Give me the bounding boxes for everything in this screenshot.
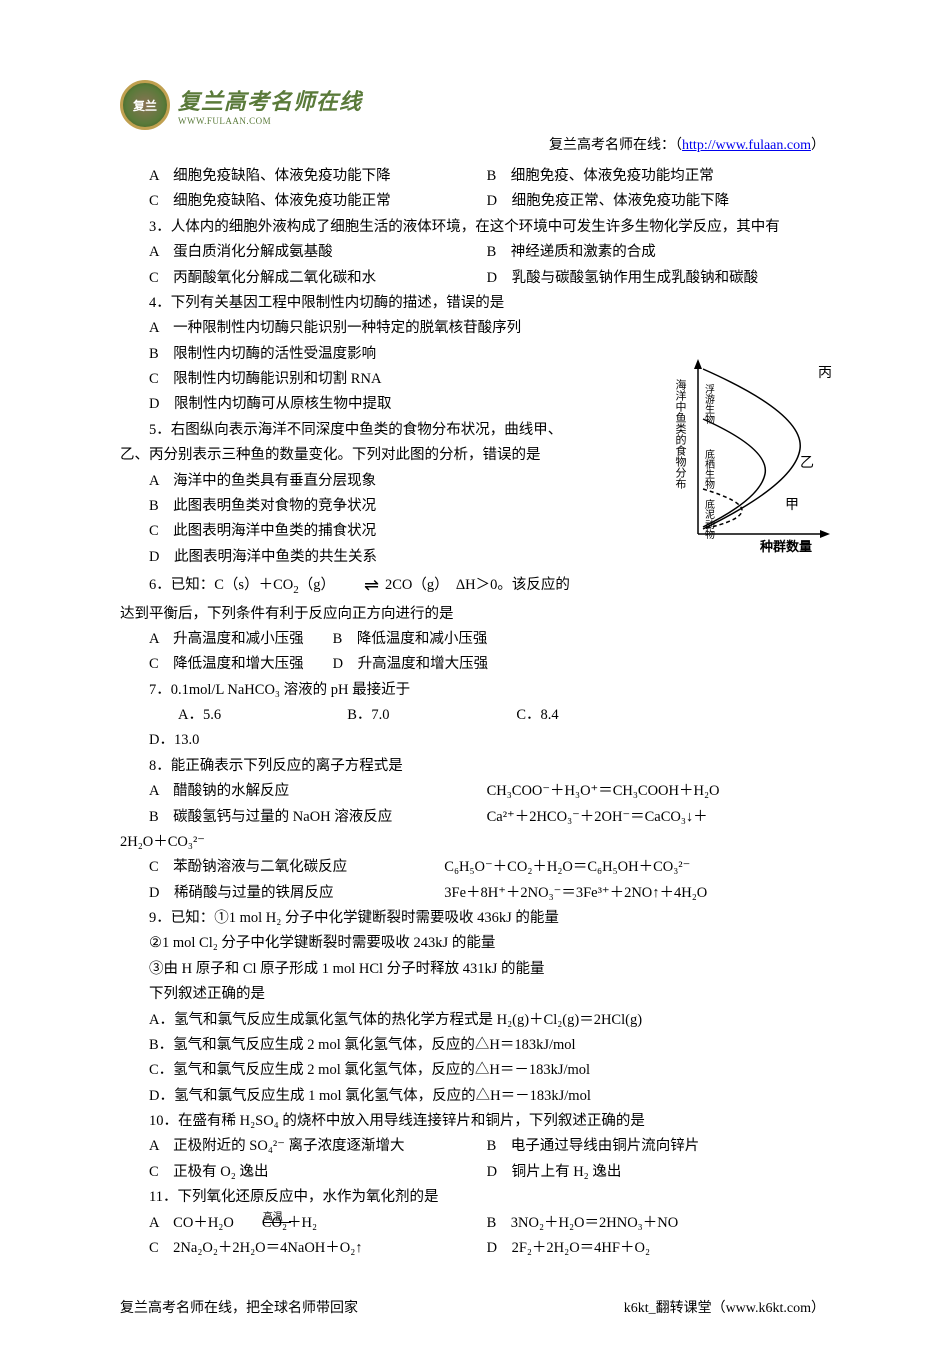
header-link[interactable]: http://www.fulaan.com bbox=[682, 138, 811, 153]
q3-stem: 3．人体内的细胞外液构成了细胞生活的液体环境，在这个环境中可发生许多生物化学反应… bbox=[120, 215, 825, 240]
q8-b-desc: B 碳酸氢钙与过量的 NaOH 溶液反应 bbox=[120, 805, 487, 830]
q8-d-eq: 3Fe＋8H⁺＋2NO₃⁻＝3Fe³⁺＋2NO↑＋4H₂O bbox=[444, 881, 825, 906]
q11-stem: 11．下列氧化还原反应中，水作为氧化剂的是 bbox=[120, 1185, 825, 1210]
q2-option-a: A 细胞免疫缺陷、体液免疫功能下降 bbox=[120, 164, 487, 189]
q11-option-c: C 2Na₂O₂＋2H₂O＝4NaOH＋O₂↑ bbox=[120, 1236, 487, 1261]
q6-option-a: A 升高温度和减小压强 bbox=[149, 631, 304, 647]
q2-option-c: C 细胞免疫缺陷、体液免疫功能正常 bbox=[120, 189, 487, 214]
q9-option-b: B．氢气和氯气反应生成 2 mol 氯化氢气体，反应的△H＝183kJ/mol bbox=[120, 1033, 825, 1058]
curve-label-a: 甲 bbox=[785, 498, 799, 513]
header-prefix: 复兰高考名师在线：（ bbox=[549, 138, 682, 153]
header-suffix: ） bbox=[811, 138, 825, 153]
q7-stem: 7．0.1mol/L NaHCO₃ 溶液的 pH 最接近于 bbox=[120, 678, 825, 703]
footer-left: 复兰高考名师在线，把全球名师带回家 bbox=[120, 1297, 358, 1317]
q3-row-ab: A 蛋白质消化分解成氨基酸 B 神经递质和激素的合成 bbox=[120, 240, 825, 265]
q9-stem-2: ②1 mol Cl₂ 分子中化学键断裂时需要吸收 243kJ 的能量 bbox=[120, 931, 825, 956]
q11-option-d: D 2F₂＋2H₂O＝4HF＋O₂ bbox=[487, 1236, 825, 1261]
q7-option-b: B．7.0 bbox=[318, 703, 487, 728]
q6-option-c: C 降低温度和增大压强 bbox=[149, 656, 304, 672]
q11-a-pre: A CO＋H₂O bbox=[149, 1215, 234, 1231]
footer-right: k6kt_翻转课堂（www.k6kt.com） bbox=[624, 1297, 825, 1317]
brand-text: 复兰高考名师在线 WWW.FULAAN.COM bbox=[178, 84, 362, 126]
q6-s1-mid: （g） bbox=[299, 577, 335, 593]
page-footer: 复兰高考名师在线，把全球名师带回家 k6kt_翻转课堂（www.k6kt.com… bbox=[120, 1291, 825, 1317]
brand-header: 复兰高考名师在线 WWW.FULAAN.COM bbox=[120, 80, 825, 130]
q11-row-ab: A CO＋H₂O高温CO₂＋H₂ B 3NO₂＋H₂O＝2HNO₃＋NO bbox=[120, 1211, 825, 1236]
equilibrium-arrow-icon bbox=[335, 570, 385, 602]
q3-row-cd: C 丙酮酸氧化分解成二氧化碳和水 D 乳酸与碳酸氢钠作用生成乳酸钠和碳酸 bbox=[120, 266, 825, 291]
y-axis-label: 海洋中鱼类的食物分布 bbox=[674, 378, 687, 490]
q8-row-d: D 稀硝酸与过量的铁屑反应 3Fe＋8H⁺＋2NO₃⁻＝3Fe³⁺＋2NO↑＋4… bbox=[120, 881, 825, 906]
q10-option-b: B 电子通过导线由铜片流向锌片 bbox=[487, 1134, 825, 1159]
q8-c-desc: C 苯酚钠溶液与二氧化碳反应 bbox=[120, 855, 444, 880]
header-tagline: 复兰高考名师在线：（http://www.fulaan.com） bbox=[120, 134, 825, 154]
y-ann-3: 底泥动物 bbox=[703, 498, 715, 540]
q8-a-eq: CH₃COO⁻＋H₃O⁺＝CH₃COOH＋H₂O bbox=[487, 779, 825, 804]
q6-stem-1: 6．已知：C（s）＋CO2（g）2CO（g） ΔH＞0。该反应的 bbox=[120, 570, 825, 602]
q11-option-b: B 3NO₂＋H₂O＝2HNO₃＋NO bbox=[487, 1211, 825, 1236]
q7-option-c: C．8.4 bbox=[487, 703, 656, 728]
q8-b-eq-2: 2H₂O＋CO₃²⁻ bbox=[120, 830, 825, 855]
brand-logo-icon bbox=[120, 80, 170, 130]
q7-option-a: A．5.6 bbox=[149, 703, 318, 728]
q10-row-ab: A 正极附近的 SO₄²⁻ 离子浓度逐渐增大 B 电子通过导线由铜片流向锌片 bbox=[120, 1134, 825, 1159]
q7-options: A．5.6B．7.0C．8.4 D．13.0 bbox=[120, 703, 825, 754]
q3-option-c: C 丙酮酸氧化分解成二氧化碳和水 bbox=[120, 266, 487, 291]
q9-stem-1: 9．已知：①1 mol H₂ 分子中化学键断裂时需要吸收 436kJ 的能量 bbox=[120, 906, 825, 931]
q2-row-cd: C 细胞免疫缺陷、体液免疫功能正常 D 细胞免疫正常、体液免疫功能下降 bbox=[120, 189, 825, 214]
q11-row-cd: C 2Na₂O₂＋2H₂O＝4NaOH＋O₂↑ D 2F₂＋2H₂O＝4HF＋O… bbox=[120, 1236, 825, 1261]
q9-option-a: A．氢气和氯气反应生成氯化氢气体的热化学方程式是 H₂(g)＋Cl₂(g)＝2H… bbox=[120, 1008, 825, 1033]
brand-name: 复兰高考名师在线 bbox=[178, 84, 362, 116]
q10-option-c: C 正极有 O₂ 逸出 bbox=[120, 1160, 487, 1185]
curve-label-b: 乙 bbox=[800, 455, 814, 471]
q4-option-a: A 一种限制性内切酶只能识别一种特定的脱氧核苷酸序列 bbox=[120, 316, 825, 341]
document-content: 丙 乙 甲 海洋中鱼类的食物分布 浮游生物 底栖生物 底泥动物 种群数量 A 细… bbox=[120, 164, 825, 1261]
q9-stem-4: 下列叙述正确的是 bbox=[120, 982, 825, 1007]
q8-c-eq: C₆H₅O⁻＋CO₂＋H₂O＝C₆H₅OH＋CO₃²⁻ bbox=[444, 855, 825, 880]
q7-option-d: D．13.0 bbox=[120, 728, 289, 753]
q9-option-d: D．氢气和氯气反应生成 1 mol 氯化氢气体，反应的△H＝－183kJ/mol bbox=[120, 1084, 825, 1109]
y-ann-1: 浮游生物 bbox=[703, 384, 715, 425]
q6-row-cd: C 降低温度和增大压强 D 升高温度和增大压强 bbox=[120, 652, 825, 677]
q8-a-desc: A 醋酸钠的水解反应 bbox=[120, 779, 487, 804]
page: 复兰高考名师在线 WWW.FULAAN.COM 复兰高考名师在线：（http:/… bbox=[0, 0, 945, 1357]
q8-row-b: B 碳酸氢钙与过量的 NaOH 溶液反应 Ca²⁺＋2HCO₃⁻＋2OH⁻＝Ca… bbox=[120, 805, 825, 830]
q6-row-ab: A 升高温度和减小压强 B 降低温度和减小压强 bbox=[120, 627, 825, 652]
q6-s1-pre: 6．已知：C（s）＋CO bbox=[149, 577, 293, 593]
q9-option-c: C．氢气和氯气反应生成 2 mol 氯化氢气体，反应的△H＝－183kJ/mol bbox=[120, 1058, 825, 1083]
q9-stem-3: ③由 H 原子和 Cl 原子形成 1 mol HCl 分子时释放 431kJ 的… bbox=[120, 957, 825, 982]
q6-stem-2: 达到平衡后，下列条件有利于反应向正方向进行的是 bbox=[120, 602, 825, 627]
q10-option-d: D 铜片上有 H₂ 逸出 bbox=[487, 1160, 825, 1185]
q8-row-a: A 醋酸钠的水解反应 CH₃COO⁻＋H₃O⁺＝CH₃COOH＋H₂O bbox=[120, 779, 825, 804]
q10-option-a: A 正极附近的 SO₄²⁻ 离子浓度逐渐增大 bbox=[120, 1134, 487, 1159]
q6-s1-post: 2CO（g） ΔH＞0。该反应的 bbox=[385, 577, 570, 593]
curve-label-c: 丙 bbox=[818, 366, 832, 381]
q3-option-d: D 乳酸与碳酸氢钠作用生成乳酸钠和碳酸 bbox=[487, 266, 825, 291]
q11-a-condition: 高温 bbox=[234, 1209, 262, 1227]
q2-option-d: D 细胞免疫正常、体液免疫功能下降 bbox=[487, 189, 825, 214]
q2-option-b: B 细胞免疫、体液免疫功能均正常 bbox=[487, 164, 825, 189]
q3-option-b: B 神经递质和激素的合成 bbox=[487, 240, 825, 265]
y-ann-2: 底栖生物 bbox=[703, 448, 715, 490]
q10-row-cd: C 正极有 O₂ 逸出 D 铜片上有 H₂ 逸出 bbox=[120, 1160, 825, 1185]
q8-b-eq-1: Ca²⁺＋2HCO₃⁻＋2OH⁻＝CaCO₃↓＋ bbox=[487, 805, 825, 830]
q3-option-a: A 蛋白质消化分解成氨基酸 bbox=[120, 240, 487, 265]
q10-stem: 10．在盛有稀 H₂SO₄ 的烧杯中放入用导线连接锌片和铜片，下列叙述正确的是 bbox=[120, 1109, 825, 1134]
q6-option-d: D 升高温度和增大压强 bbox=[333, 656, 488, 672]
q8-row-c: C 苯酚钠溶液与二氧化碳反应 C₆H₅O⁻＋CO₂＋H₂O＝C₆H₅OH＋CO₃… bbox=[120, 855, 825, 880]
q4-stem: 4．下列有关基因工程中限制性内切酶的描述，错误的是 bbox=[120, 291, 825, 316]
q5-chart: 丙 乙 甲 海洋中鱼类的食物分布 浮游生物 底栖生物 底泥动物 种群数量 bbox=[670, 359, 835, 559]
brand-url-small: WWW.FULAAN.COM bbox=[178, 116, 362, 126]
q8-d-desc: D 稀硝酸与过量的铁屑反应 bbox=[120, 881, 444, 906]
q2-row-ab: A 细胞免疫缺陷、体液免疫功能下降 B 细胞免疫、体液免疫功能均正常 bbox=[120, 164, 825, 189]
q6-option-b: B 降低温度和减小压强 bbox=[333, 631, 488, 647]
q8-stem: 8．能正确表示下列反应的离子方程式是 bbox=[120, 754, 825, 779]
q11-option-a: A CO＋H₂O高温CO₂＋H₂ bbox=[120, 1211, 487, 1236]
x-axis-label: 种群数量 bbox=[759, 539, 812, 554]
